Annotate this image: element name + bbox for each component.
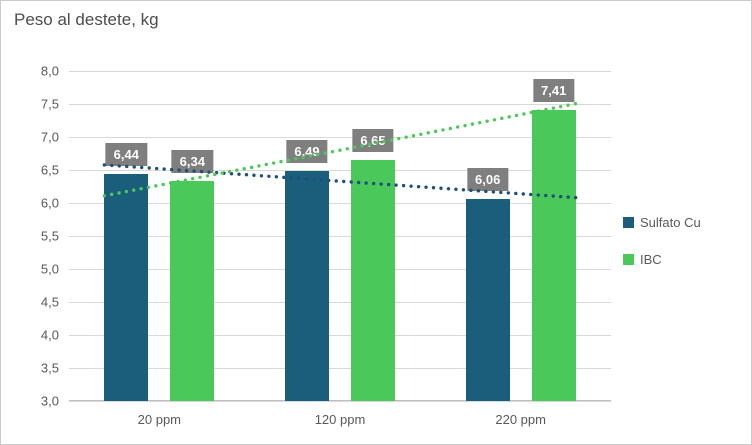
value-label-ibc-220-ppm: 7,41 xyxy=(533,78,575,102)
y-axis-tick-label: 5,0 xyxy=(40,261,59,277)
y-axis-tick-label: 6,0 xyxy=(40,195,59,211)
y-axis-tick-label: 3,0 xyxy=(40,393,59,409)
y-axis-tick-label: 8,0 xyxy=(40,63,59,79)
bar-ibc-20-ppm xyxy=(170,180,215,401)
gridline xyxy=(69,203,611,204)
gridline xyxy=(69,137,611,138)
value-label-ibc-120-ppm: 6,65 xyxy=(352,129,394,153)
value-label-ibc-20-ppm: 6,34 xyxy=(171,149,213,173)
y-axis-tick-label: 7,0 xyxy=(40,129,59,145)
x-axis-category-label: 220 ppm xyxy=(495,412,546,427)
x-axis-category-label: 20 ppm xyxy=(137,412,182,427)
legend-label: IBC xyxy=(640,252,662,267)
gridline xyxy=(69,269,611,270)
y-axis-tick-label: 4,5 xyxy=(40,294,59,310)
value-label-sulfato-cu-120-ppm: 6,49 xyxy=(286,139,328,163)
x-axis-line xyxy=(69,400,611,401)
y-axis-tick-label: 7,5 xyxy=(40,96,59,112)
value-label-sulfato-cu-20-ppm: 6,44 xyxy=(105,142,147,166)
gridline xyxy=(69,302,611,303)
bar-ibc-220-ppm xyxy=(531,109,576,401)
gridline xyxy=(69,170,611,171)
legend-swatch-icon xyxy=(623,217,634,228)
gridline xyxy=(69,368,611,369)
value-label-sulfato-cu-220-ppm: 6,06 xyxy=(467,168,509,192)
bar-sulfato-cu-20-ppm xyxy=(104,173,149,401)
legend-label: Sulfato Cu xyxy=(640,215,701,230)
y-axis-tick-label: 3,5 xyxy=(40,360,59,376)
legend-swatch-icon xyxy=(623,254,634,265)
y-axis-tick-label: 5,5 xyxy=(40,228,59,244)
chart-title: Peso al destete, kg xyxy=(14,10,159,29)
bar-ibc-120-ppm xyxy=(351,160,395,401)
bar-sulfato-cu-120-ppm xyxy=(285,170,329,401)
gridline xyxy=(69,335,611,336)
x-axis-category-label: 120 ppm xyxy=(314,412,366,427)
gridline xyxy=(69,401,611,402)
plot-area: 8,0 7,5 7,0 6,5 6,0 5,5 5,0 4,5 4,0 3,5 3,0 6,44 6,3… xyxy=(41,64,611,427)
y-axis-tick-label: 4,0 xyxy=(40,327,59,343)
legend: Sulfato Cu IBC xyxy=(623,215,701,289)
gridline xyxy=(69,71,611,72)
gridline xyxy=(69,236,611,237)
legend-item-ibc: IBC xyxy=(623,252,701,267)
legend-item-sulfato-cu: Sulfato Cu xyxy=(623,215,701,230)
bar-sulfato-cu-220-ppm xyxy=(465,199,510,401)
y-axis-tick-label: 6,5 xyxy=(40,162,59,178)
gridline xyxy=(69,104,611,105)
